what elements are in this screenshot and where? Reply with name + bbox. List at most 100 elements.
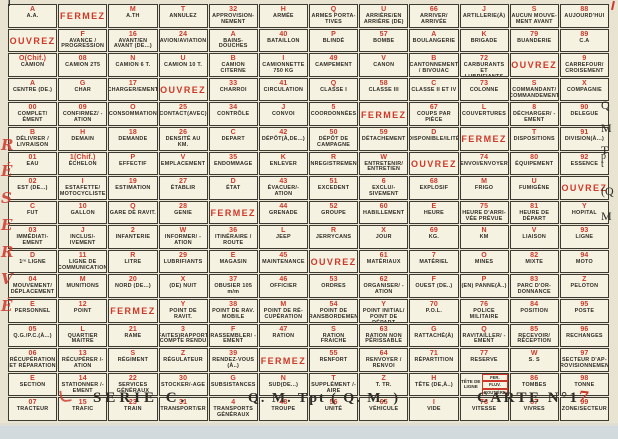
cell-code: L: [80, 325, 85, 333]
grid-cell: X (DE) NUIT: [158, 274, 208, 299]
cell-term: DEMANDE: [118, 135, 148, 142]
cell-code: J: [80, 227, 85, 235]
cell-code: K: [481, 30, 487, 38]
cell-term: GRENADE: [269, 209, 298, 216]
grid-cell: S RATION FRAICHE: [309, 323, 359, 348]
grid-cell: 45 MAINTENANCE: [258, 249, 308, 274]
grid-cell: 18 DEMANDE: [108, 126, 158, 151]
grid-cell: 89 C.A: [559, 28, 609, 53]
cell-term: MUNITIONS: [66, 283, 99, 290]
cell-term: ARRIVER/ ARRIVÉE: [420, 13, 448, 25]
cell-term: CONSOMMATION: [108, 111, 157, 118]
grid-cell: 82 MIXTE: [509, 249, 559, 274]
grid-cell: 05 Q.G./P.C.(À...): [8, 323, 58, 348]
cell-code: 11: [78, 251, 87, 259]
grid-cell: 71 RÉPARTITION: [409, 348, 459, 372]
grid-cell: 7 MATÉRIEL: [409, 249, 459, 274]
cell-code: P: [481, 276, 487, 284]
cell-term: DÉLIVRER / LIVRAISON: [16, 135, 49, 148]
margin-letter: E: [1, 216, 13, 234]
cell-term-variant: ROUTIÈRE: [482, 388, 508, 396]
cell-term: DÉPÔT(À,DE...): [261, 135, 305, 142]
grid-cell: 9 CARREFOUR/ CROISEMENT: [559, 53, 609, 77]
cell-code: 52: [329, 202, 338, 210]
grid-cell: L QUARTIER MAITRE: [58, 323, 108, 348]
grid-cell: R ENREGISTREMENT: [309, 151, 359, 176]
grid-cell: G CHAR: [58, 77, 108, 102]
cell-term: LITRE: [124, 258, 142, 265]
cell-term: BATAILLON: [267, 37, 300, 44]
cell-code: 72: [479, 55, 489, 63]
grid-cell: 91 DIVISION(À...): [559, 126, 609, 151]
cell-code: J: [281, 104, 286, 112]
cell-code: 09: [78, 104, 87, 112]
grid-cell: FERMEZ: [459, 126, 509, 151]
cell-code: F: [231, 325, 236, 333]
cell-code: T: [331, 374, 336, 382]
cell-term: RATION FRAICHE: [320, 332, 347, 345]
grid-cell: I CAMIONNETTE 750 KG: [258, 53, 308, 77]
cell-term: BAINS-DOUCHES: [218, 37, 248, 50]
cell-term: ENTRETENIR/ ENTRETIEN: [364, 160, 404, 173]
cell-code: 97: [580, 350, 589, 358]
grid-cell: O CONSOMMATION: [108, 102, 158, 126]
margin-letter: V: [1, 270, 13, 288]
cell-code: C: [29, 202, 36, 210]
cell-code: V: [180, 153, 186, 161]
cell-term: RATION: [272, 332, 295, 339]
grid-cell: 16 AVANT/EN AVANT (DE...): [108, 28, 158, 53]
cell-code: 03: [28, 227, 37, 235]
grid-cell: X COMPAGNIE: [559, 77, 609, 102]
cell-term: FUMIGÈNE: [519, 185, 550, 192]
cell-term: TRACTEUR: [16, 406, 49, 413]
cell-code: Z: [582, 276, 587, 284]
cell-term: RECEVOIR/ RÉCEPTION: [517, 332, 552, 345]
cell-code: F: [80, 30, 85, 38]
grid-cell: 41 CIRCULATION: [258, 77, 308, 102]
grid-cell: J INCLUS/-IVEMENT: [58, 225, 108, 249]
grid-cell: 35 ENDOMMAGE: [208, 151, 258, 176]
cell-term: COUPS PAR PIÈCE: [416, 111, 451, 124]
grid-cell: 44 GRENADE: [258, 200, 308, 225]
cell-term: COORDONNÉES: [310, 111, 357, 118]
grid-cell: OUVREZ: [559, 176, 609, 200]
cell-code: 57: [379, 30, 388, 38]
cell-code: 00: [28, 104, 37, 112]
action-word: OUVREZ: [410, 158, 457, 169]
cell-code: 93: [580, 227, 589, 235]
grid-cell: 01 EAU: [8, 151, 58, 176]
grid-cell: 21 RAME: [108, 323, 158, 348]
margin-letter: É: [1, 297, 13, 315]
cell-term: OUEST (DE..): [415, 283, 453, 290]
cell-term: BLINDÉ: [322, 37, 345, 44]
cell-code: N: [481, 227, 487, 235]
cell-code: 12: [78, 301, 87, 309]
cell-code: N: [130, 55, 136, 63]
cell-term: AUJOURD'HUI: [564, 13, 605, 19]
cell-term: MATÉRIAUX: [366, 258, 401, 265]
grid-cell: 02 EST (DE...): [8, 176, 58, 200]
cell-term: ÉTABLIR: [170, 185, 196, 192]
cell-term: UNITÉ: [324, 406, 343, 413]
cell-term: DÉCHARGER/ -EMENT: [512, 111, 556, 124]
grid-cell: B CAMION CITERNE: [208, 53, 258, 77]
cell-code: R: [330, 227, 337, 235]
cell-term: CLASSE III: [368, 86, 399, 93]
cell-term: AVION/AVIATION: [159, 37, 207, 44]
grid-cell: 64 RENVOYER / RENVOI: [359, 348, 409, 372]
cell-term: LIAISON: [522, 234, 547, 241]
margin-letter: É: [1, 162, 13, 180]
grid-cell: 62 ORGANISER/ -ATION: [359, 274, 409, 299]
cell-code: 35: [229, 153, 238, 161]
margin-letter: M: [601, 121, 612, 135]
cell-code: 91: [580, 128, 589, 136]
cell-code: 95: [580, 301, 589, 309]
cell-code: 38: [229, 301, 238, 309]
cell-code: 51: [329, 178, 338, 186]
grid-cell: I ESTAFETTE/ MOTOCYCLISTE: [58, 176, 108, 200]
margin-letter: t: [601, 159, 604, 170]
cell-code: T: [180, 6, 186, 13]
cell-term: POINT DE RÉ- CUPÉRATION: [263, 308, 304, 320]
cell-code: 1(Chif.): [69, 153, 96, 161]
